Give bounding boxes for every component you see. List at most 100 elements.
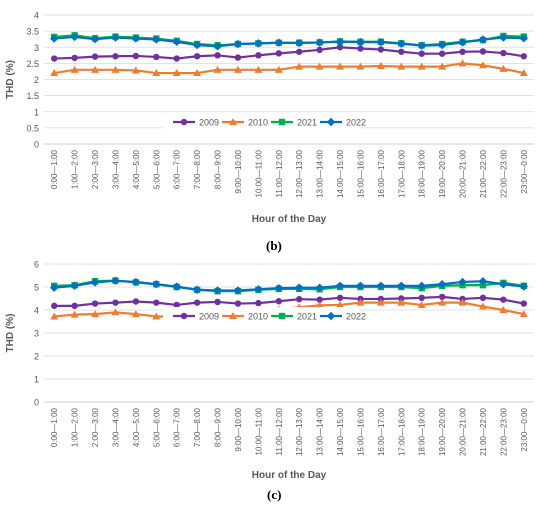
x-tick-label: 21:00—22:00 <box>479 407 488 456</box>
data-point-2010 <box>91 65 100 73</box>
data-point-2022 <box>192 285 202 294</box>
y-tick-label: 3.5 <box>26 27 39 37</box>
data-point-2009 <box>459 48 466 55</box>
data-point-2010 <box>376 61 385 69</box>
data-point-2010 <box>274 65 283 73</box>
x-tick-label: 8:00—9:00 <box>214 149 223 189</box>
chart-c: 0 1 2 3 4 5 6 0:00—1:00 1:00—2:00 2:00—3:00 3:00—4… <box>5 260 534 481</box>
x-tick-label: 11:00—12:00 <box>275 149 284 197</box>
legend-item-2009: 2009 <box>173 118 219 128</box>
legend-box <box>163 113 359 131</box>
data-point-2009 <box>377 46 385 53</box>
legend-box <box>163 307 359 325</box>
data-point-2022 <box>499 33 508 42</box>
series-line-2010 <box>54 62 525 75</box>
data-point-2009 <box>91 53 99 60</box>
data-point-2010 <box>478 302 487 310</box>
data-point-2022 <box>213 286 222 295</box>
x-tick-label: 8:00—9:00 <box>214 407 223 447</box>
data-point-2009 <box>153 299 160 306</box>
data-point-2010 <box>295 62 304 70</box>
x-tick-label: 16:00—17:00 <box>377 407 386 456</box>
data-point-2022 <box>111 33 120 42</box>
legend-item-2009: 2009 <box>173 312 219 322</box>
y-tick-label: 1.5 <box>26 91 39 101</box>
series-2021 <box>51 277 527 295</box>
x-tick-label: 14:00—15:00 <box>336 149 345 198</box>
data-point-2009 <box>316 46 323 54</box>
data-point-2022 <box>458 38 467 47</box>
x-tick-label: 1:00—2:00 <box>71 407 80 447</box>
data-point-2010 <box>438 62 447 70</box>
data-point-2010 <box>152 69 161 77</box>
data-point-2010 <box>336 300 345 308</box>
data-point-2010 <box>213 65 222 73</box>
data-point-2022 <box>417 41 426 50</box>
data-point-2022 <box>417 281 426 291</box>
data-point-2009 <box>479 48 487 55</box>
data-point-2009 <box>357 45 364 52</box>
y-tick-label: 0 <box>34 140 39 150</box>
series-2009 <box>51 44 527 62</box>
series-2022 <box>50 276 528 295</box>
data-point-2010 <box>70 65 79 73</box>
data-point-2009 <box>479 294 487 302</box>
x-tick-label: 20:00—21:00 <box>459 407 468 456</box>
data-point-2009 <box>520 300 527 307</box>
data-point-2022 <box>50 34 59 43</box>
data-point-2010 <box>397 62 406 70</box>
series-2010 <box>50 59 528 77</box>
data-point-2009 <box>153 53 160 61</box>
x-tick-label: 13:00—14:00 <box>316 407 325 456</box>
x-tick-label: 0:00—1:00 <box>50 407 59 447</box>
chart-b: 0 0.5 1 1.5 2 2.5 3 3.5 4 0:00—1:00 1:00—2:00 2:00—… <box>5 11 534 225</box>
data-point-2022 <box>315 283 324 292</box>
y-tick-label: 2 <box>34 75 39 85</box>
data-point-2022 <box>70 281 79 291</box>
data-point-2010 <box>376 298 385 306</box>
x-tick-label: 6:00—7:00 <box>173 407 182 447</box>
series-line-2009 <box>54 295 524 307</box>
x-tick-label: 17:00—18:00 <box>397 149 406 198</box>
data-point-2022 <box>50 283 59 292</box>
data-point-2010 <box>458 298 467 306</box>
series-2022 <box>50 32 528 51</box>
data-point-2009 <box>51 302 58 310</box>
data-point-2022 <box>254 285 263 294</box>
data-point-2009 <box>398 295 405 302</box>
y-axis-title: THD (%) <box>5 60 16 99</box>
data-point-2010 <box>336 62 345 70</box>
data-point-2009 <box>255 52 262 59</box>
x-tick-label: 10:00—11:00 <box>254 149 263 197</box>
data-point-2009 <box>51 55 58 62</box>
data-point-2010 <box>50 69 59 77</box>
data-point-2010 <box>111 308 120 316</box>
data-point-2022 <box>519 282 528 291</box>
panel-label-b: (b) <box>266 238 282 253</box>
data-point-2022 <box>478 277 488 286</box>
x-tick-label: 3:00—4:00 <box>111 149 120 189</box>
data-point-2022 <box>131 34 141 43</box>
data-point-2022 <box>192 40 202 50</box>
legend-label: 2010 <box>248 118 268 128</box>
x-tick-label: 1:00—2:00 <box>71 149 80 189</box>
x-tick-label: 2:00—3:00 <box>91 407 100 447</box>
data-point-2022 <box>437 280 447 289</box>
data-point-2022 <box>295 283 304 292</box>
y-axis-title: THD (%) <box>5 314 16 353</box>
data-point-2009 <box>234 54 242 61</box>
data-point-2022 <box>397 281 406 291</box>
legend-label: 2022 <box>346 118 366 128</box>
data-point-2022 <box>172 37 181 46</box>
legend-item-2022: 2022 <box>320 312 366 322</box>
data-point-2022 <box>437 40 447 50</box>
data-point-2022 <box>376 37 386 47</box>
legend-item-2021: 2021 <box>271 118 317 128</box>
data-point-2009 <box>71 302 78 310</box>
data-point-2009 <box>275 50 282 57</box>
data-point-2010 <box>152 312 161 320</box>
data-point-2009 <box>193 53 201 60</box>
x-tick-label: 19:00—20:00 <box>438 149 447 198</box>
x-tick-label: 4:00—5:00 <box>132 149 141 189</box>
y-tick-label: 0.5 <box>26 123 39 133</box>
